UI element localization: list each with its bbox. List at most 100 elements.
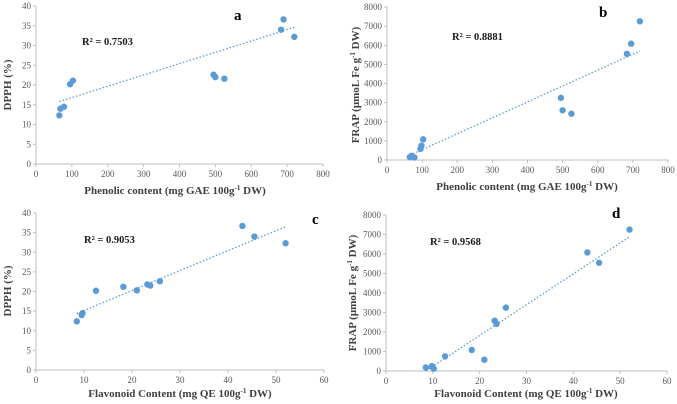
y-tick-label: 6000 [364,40,383,50]
trendline [59,26,295,103]
x-tick-label: 0 [384,376,389,386]
y-tick-label: 1000 [364,136,383,146]
y-tick-label: 15 [22,100,32,110]
y-tick-label: 2000 [363,327,382,337]
trendline [425,236,630,372]
data-point [441,353,449,360]
data-point [493,320,500,328]
x-tick-label: 10 [428,376,438,386]
superscript: -1 [587,180,593,188]
data-point [502,304,510,311]
x-tick-label: 0 [385,165,390,175]
data-point [559,107,566,114]
y-tick-label: 25 [22,60,32,70]
data-point [636,18,644,25]
x-tick-label: 400 [173,169,187,179]
x-tick-label: 60 [663,376,673,386]
data-point [73,318,81,325]
y-tick-label: 5 [27,139,32,149]
x-tick-label: 300 [137,169,151,179]
r-squared-label: R² = 0.9053 [84,235,135,246]
y-tick-label: 1000 [363,347,382,357]
r-squared-label: R² = 0.8881 [452,32,503,43]
y-tick-label: 0 [377,366,382,376]
panel-c: 0 10 20 30 40 50 60 0 5 10 15 20 25 30 35 40 R² = 0.9053… [2,208,329,400]
superscript: -1 [346,260,354,266]
x-tick-label: 700 [280,169,294,179]
x-tick-label: 30 [176,375,186,385]
x-tick-label: 60 [320,375,330,385]
x-tick-label: 50 [272,375,282,385]
y-tick-label: 3000 [363,308,382,318]
data-point [481,356,488,363]
x-tick-label: 20 [475,376,485,386]
data-point [79,309,86,317]
superscript: -1 [235,184,241,192]
data-point [239,222,246,230]
panel-a: 0 100 200 300 400 500 600 700 800 0 5 10 15 20 25 30 35 4… [2,1,330,197]
data-point [557,94,565,102]
data-point [277,26,285,33]
r-squared-label: R² = 0.7503 [82,37,133,48]
x-tick-label: 30 [522,376,532,386]
x-tick-label: 40 [224,375,234,385]
data-point [251,233,258,240]
superscript: -1 [586,387,592,395]
data-point [133,287,140,294]
panel-d: 0 10 20 30 40 50 60 0 1000 2000 3000 4000 5000 6000 70… [346,206,672,400]
x-tick-label: 600 [591,165,605,175]
data-point [595,259,603,266]
y-tick-label: 35 [22,21,32,31]
data-point [156,278,164,285]
data-point [430,365,437,372]
x-axis-title: Phenolic content (mg GAE 100g-1 DW) [436,180,618,193]
data-point [212,73,219,81]
r-squared-label: R² = 0.9568 [430,237,481,248]
data-point [291,33,298,41]
x-tick-label: 200 [451,165,465,175]
y-tick-label: 0 [27,365,32,375]
data-point [120,283,127,290]
data-point [626,226,633,233]
y-tick-label: 35 [22,228,32,238]
x-tick-label: 0 [34,375,39,385]
x-tick-label: 800 [661,165,675,175]
data-point [147,282,154,289]
data-point [627,40,635,47]
x-tick-label: 500 [209,169,223,179]
x-tick-label: 10 [80,375,90,385]
data-point [280,16,287,23]
x-tick-label: 100 [65,169,79,179]
data-point [69,77,77,84]
x-tick-label: 300 [486,165,500,175]
x-tick-label: 0 [34,169,39,179]
y-tick-label: 25 [22,267,32,277]
x-tick-label: 40 [569,376,579,386]
y-tick-label: 7000 [364,21,383,31]
y-tick-label: 6000 [363,249,382,259]
data-point [411,154,418,161]
x-axis-title: Flavonoid Content (mg QE 100g-1 DW) [88,387,272,400]
x-tick-label: 100 [415,165,429,175]
superscript: -1 [349,52,357,58]
y-tick-label: 3000 [364,98,383,108]
panel-b: 0 100 200 300 400 500 600 700 800010002000300040… [349,2,675,193]
y-axis-title: FRAP (μmoL Fe g-1 DW) [349,26,362,143]
y-tick-label: 0 [378,155,383,165]
x-tick-label: 500 [556,165,570,175]
superscript: -1 [240,387,246,395]
panel-label: c [312,212,319,228]
x-tick-label: 400 [521,165,535,175]
data-point [584,249,591,256]
x-tick-label: 50 [616,376,626,386]
data-point [56,112,63,119]
y-tick-label: 4000 [363,288,382,298]
x-axis-title: Flavonoid Content (mg QE 100g-1 DW) [434,387,618,400]
data-point [92,287,100,294]
y-tick-label: 20 [22,80,32,90]
data-point [419,136,427,143]
y-tick-label: 0 [27,159,32,169]
data-point [623,50,631,58]
trendline [76,226,286,315]
